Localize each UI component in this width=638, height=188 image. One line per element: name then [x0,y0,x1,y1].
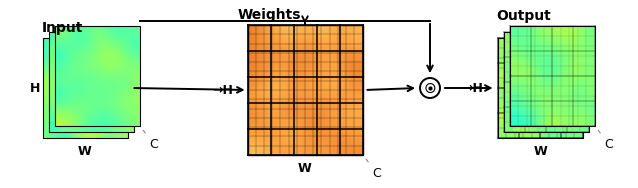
Circle shape [420,78,440,98]
Bar [248,25,362,155]
Text: W: W [298,162,312,175]
Bar [54,26,140,126]
Text: Output: Output [496,9,551,23]
Bar [43,38,128,138]
Text: C: C [143,130,158,151]
Bar [48,32,133,132]
Text: W: W [78,145,92,158]
Bar [498,38,582,138]
Text: ⊙: ⊙ [424,80,436,96]
Text: W: W [533,145,547,158]
Bar [503,32,588,132]
Text: →H: →H [212,83,234,96]
Text: Input: Input [41,21,83,35]
Text: →H: →H [463,82,484,95]
Text: H: H [30,82,40,95]
Text: C: C [598,130,613,151]
Bar [510,26,595,126]
Text: C: C [366,159,382,180]
Text: Weights: Weights [237,8,301,22]
